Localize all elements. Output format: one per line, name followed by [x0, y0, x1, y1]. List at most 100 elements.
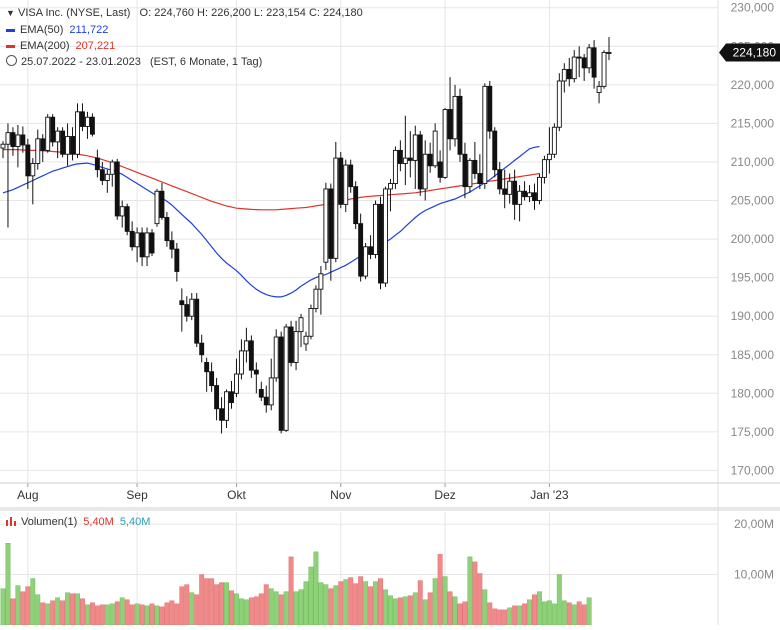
candle-body	[238, 350, 244, 375]
volume-bar	[60, 600, 66, 626]
candle-body	[442, 109, 448, 178]
candle-body	[189, 298, 195, 317]
range-note: (EST, 6 Monate, 1 Tag)	[149, 56, 263, 68]
volume-bar	[174, 603, 180, 626]
candle-body	[497, 169, 503, 190]
candle-body	[323, 188, 329, 263]
candle-body	[308, 308, 314, 337]
volume-bar	[114, 601, 120, 626]
y-tick-label: 200,000	[731, 232, 775, 246]
volume-bar	[253, 596, 259, 626]
volume-bar	[283, 591, 289, 626]
ema50-label: EMA(50)	[20, 24, 64, 36]
candle-body	[89, 116, 95, 135]
volume-legend[interactable]: Volumen(1) 5,40M 5,40M	[6, 516, 150, 528]
volume-bar	[437, 554, 443, 626]
volume-bar	[373, 581, 378, 626]
candle-body	[25, 144, 31, 177]
volume-bar	[30, 578, 36, 626]
volume-bar	[164, 602, 170, 626]
candle-body	[368, 246, 374, 255]
volume-bar	[457, 603, 463, 626]
volume-bar	[263, 584, 269, 626]
legend-ema50[interactable]: EMA(50) 211,722	[6, 23, 108, 37]
date-range: 25.07.2022 - 23.01.2023	[21, 56, 141, 68]
volume-bar	[447, 591, 453, 626]
volume-value-1: 5,40M	[83, 516, 114, 528]
candle-body	[303, 335, 309, 345]
candle-body	[412, 134, 418, 161]
candle-body	[392, 149, 398, 184]
dropdown-arrow-icon[interactable]: ▼	[6, 8, 15, 18]
ohlc-values: O: 224,760 H: 226,200 L: 223,154 C: 224,…	[139, 7, 363, 19]
volume-bar	[442, 576, 448, 626]
volume-bars-icon	[6, 517, 16, 526]
volume-bar	[551, 603, 557, 626]
y-tick-label: 220,000	[731, 78, 775, 92]
candle-body	[422, 153, 428, 190]
candle-body	[313, 288, 319, 309]
volume-bar	[432, 578, 438, 626]
y-tick-label: 185,000	[731, 348, 775, 362]
candle-body	[606, 51, 612, 54]
volume-bar	[75, 593, 80, 626]
volume-bar	[0, 588, 6, 626]
candle-body	[576, 56, 582, 59]
volume-bar	[358, 576, 364, 626]
candle-body	[169, 240, 175, 250]
volume-bar	[99, 604, 105, 626]
candle-body	[586, 47, 592, 69]
candle-body	[214, 385, 220, 410]
volume-bar	[472, 561, 478, 626]
volume-bar	[412, 592, 418, 626]
last-price-label: 224,180	[733, 45, 777, 59]
candle-body	[487, 85, 493, 132]
volume-bar	[273, 591, 279, 626]
legend-ema200[interactable]: EMA(200) 207,221	[6, 39, 115, 53]
candle-body	[50, 116, 56, 143]
volume-bar	[35, 594, 41, 626]
candle-body	[248, 340, 254, 371]
volume-bar	[189, 592, 195, 626]
volume-bar	[407, 595, 413, 626]
candle-body	[80, 111, 85, 127]
ema200-value: 207,221	[75, 40, 116, 52]
candle-body	[288, 326, 294, 363]
candle-body	[527, 192, 532, 198]
candle-body	[94, 157, 100, 171]
volume-bar	[154, 605, 160, 626]
candle-body	[109, 161, 115, 175]
candle-body	[55, 130, 61, 143]
panel-separator[interactable]	[0, 507, 780, 511]
candle-body	[402, 157, 408, 164]
volume-bar	[124, 599, 130, 626]
volume-label: Volumen(1)	[21, 516, 78, 528]
candle-body	[417, 134, 423, 190]
candle-body	[174, 248, 180, 272]
volume-bar	[224, 582, 229, 626]
candle-body	[333, 157, 339, 259]
candle-body	[318, 273, 324, 290]
candle-body	[65, 136, 71, 155]
candle-body	[447, 109, 453, 140]
volume-bar	[363, 581, 369, 626]
volume-bar	[293, 591, 299, 626]
volume-bar	[392, 598, 398, 626]
candle-body	[10, 132, 16, 147]
volume-bar	[80, 598, 85, 626]
volume-bar	[94, 605, 100, 626]
volume-bar	[40, 602, 46, 626]
candle-body	[338, 157, 344, 205]
volume-bar	[512, 605, 518, 626]
candle-body	[387, 183, 393, 190]
volume-bar	[139, 604, 145, 626]
y-tick-label: 230,000	[731, 1, 775, 15]
volume-bar	[502, 609, 508, 626]
candle-body	[149, 232, 155, 254]
candle-body	[571, 56, 577, 80]
candle-body	[283, 326, 289, 431]
volume-bar	[323, 584, 329, 626]
volume-bar	[522, 603, 528, 626]
